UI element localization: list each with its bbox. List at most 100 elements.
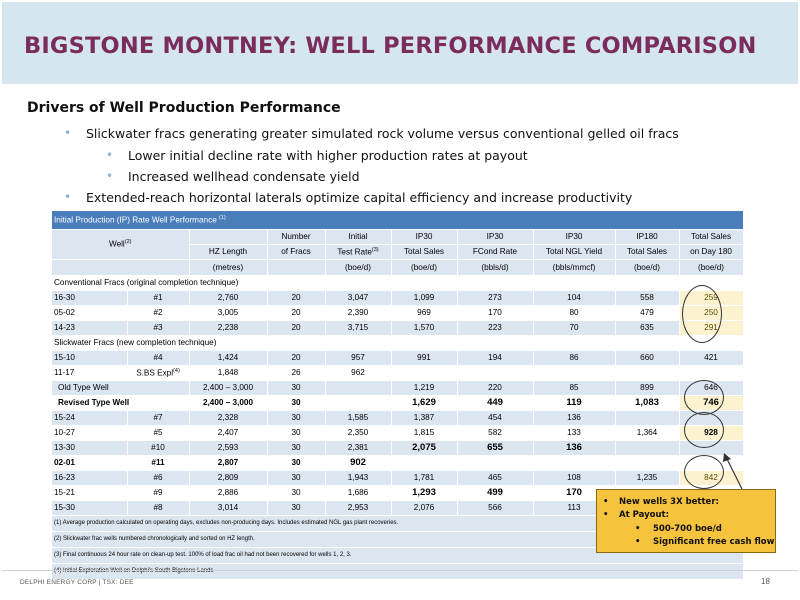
- table-cell: 1,781: [391, 470, 458, 486]
- table-caption-row: Initial Production (IP) Rate Well Perfor…: [52, 211, 744, 230]
- header-cell: (boe/d): [679, 259, 744, 276]
- table-cell: 2,400 – 3,000: [189, 395, 268, 411]
- bullet-dot-icon: •: [106, 169, 114, 183]
- title-band: BIGSTONE MONTNEY: WELL PERFORMANCE COMPA…: [2, 2, 798, 84]
- bullet-1: • Slickwater fracs generating greater sim…: [64, 126, 679, 141]
- table-cell: 30: [267, 440, 326, 456]
- table-cell: 1,293: [391, 485, 458, 501]
- table-cell: 3,715: [325, 320, 392, 336]
- table-cell: 14-23: [52, 320, 128, 336]
- table-cell: 194: [457, 350, 534, 366]
- header-cell: Number: [267, 229, 326, 245]
- header-cell: (bbls/d): [457, 259, 534, 276]
- table-cell: #8: [127, 500, 190, 516]
- table-cell: 13-30: [52, 440, 128, 456]
- table-cell: 30: [267, 380, 326, 396]
- footnote-marker: (2): [124, 239, 132, 246]
- header-cell: of Fracs: [267, 244, 326, 260]
- table-cell: 2,350: [325, 425, 392, 441]
- page-number: 18: [761, 577, 770, 586]
- bullet-text: Slickwater fracs generating greater simu…: [86, 126, 679, 141]
- table-header-row: HZ Length of Fracs Test Rate(3) Total Sa…: [52, 244, 744, 260]
- table-cell: 1,364: [615, 425, 680, 441]
- table-cell: 660: [615, 350, 680, 366]
- table-cell: 136: [533, 440, 616, 456]
- table-cell: 15-30: [52, 500, 128, 516]
- footnote: (3) Final continuous 24 hour rate on cle…: [52, 547, 744, 564]
- table-row: Revised Type Well 2,400 – 3,000 30 1,629 449…: [52, 395, 744, 411]
- table-cell: [325, 395, 392, 411]
- table-cell: 499: [457, 485, 534, 501]
- table-row: 15-10 #4 1,424 20 957 991 194 86 660 421: [52, 350, 744, 366]
- footnote: (2) Slickwater frac wells numbered chron…: [52, 531, 744, 548]
- highlight-circle: [684, 412, 724, 448]
- table-cell: 85: [533, 380, 616, 396]
- table-row: 14-23 #3 2,238 20 3,715 1,570 223 70 635 291: [52, 320, 744, 336]
- table-cell: 1,099: [391, 290, 458, 306]
- footnote-row: (3) Final continuous 24 hour rate on cle…: [52, 547, 744, 564]
- table-cell: [457, 455, 534, 471]
- table-cell: [615, 365, 680, 381]
- table-cell: #1: [127, 290, 190, 306]
- table-cell: Old Type Well: [52, 380, 190, 396]
- header-cell: IP30: [391, 229, 458, 245]
- table-cell: 421: [679, 350, 744, 366]
- header-cell: on Day 180: [679, 244, 744, 260]
- bullet-dot-icon: •: [603, 497, 609, 507]
- footnote-marker: (1): [219, 214, 226, 221]
- table-cell: 136: [533, 410, 616, 426]
- bullet-dot-icon: •: [635, 537, 641, 547]
- bullet-4: • Extended-reach horizontal laterals opti…: [64, 190, 632, 205]
- table-cell: 273: [457, 290, 534, 306]
- section-label: Slickwater Fracs (new completion techniq…: [52, 335, 744, 351]
- table-cell: 2,400 – 3,000: [189, 380, 268, 396]
- header-cell: IP30: [457, 229, 534, 245]
- table-cell: 1,387: [391, 410, 458, 426]
- table-cell: 2,075: [391, 440, 458, 456]
- table-cell: 465: [457, 470, 534, 486]
- table-cell: 15-10: [52, 350, 128, 366]
- table-cell: 16-23: [52, 470, 128, 486]
- table-cell: 15-24: [52, 410, 128, 426]
- bullet-dot-icon: •: [64, 190, 72, 204]
- bullet-3: • Increased wellhead condensate yield: [106, 169, 360, 184]
- table-cell: 1,570: [391, 320, 458, 336]
- table-cell: 170: [457, 305, 534, 321]
- table-cell: #11: [127, 455, 190, 471]
- table-row: 05-02 #2 3,005 20 2,390 969 170 80 479 250: [52, 305, 744, 321]
- header-cell: Total Sales: [391, 244, 458, 260]
- table-cell: [615, 410, 680, 426]
- table-cell: 2,809: [189, 470, 268, 486]
- table-cell: 113: [533, 500, 616, 516]
- table-cell: 20: [267, 305, 326, 321]
- bullet-dot-icon: •: [635, 524, 641, 534]
- table-cell: 26: [267, 365, 326, 381]
- table-cell: 1,815: [391, 425, 458, 441]
- table-cell: 454: [457, 410, 534, 426]
- slide-title: BIGSTONE MONTNEY: WELL PERFORMANCE COMPA…: [24, 33, 757, 59]
- footer-company: DELPHI ENERGY CORP | TSX: DEE: [20, 579, 134, 586]
- table-units-row: (metres) (boe/d) (boe/d) (bbls/d) (bbls/…: [52, 259, 744, 276]
- callout-box: • New wells 3X better: • At Payout: • 50…: [596, 489, 776, 553]
- table-row: 13-30 #10 2,593 30 2,381 2,075 655 136: [52, 440, 744, 456]
- header-cell: (boe/d): [325, 259, 392, 276]
- table-cell: 15-21: [52, 485, 128, 501]
- table-cell: 2,593: [189, 440, 268, 456]
- table-cell: 655: [457, 440, 534, 456]
- header-cell: Total NGL Yield: [533, 244, 616, 260]
- table-cell: 1,219: [391, 380, 458, 396]
- footnote-row: (2) Slickwater frac wells numbered chron…: [52, 531, 744, 548]
- header-cell: [189, 229, 268, 245]
- table-cell: [457, 365, 534, 381]
- bullet-dot-icon: •: [106, 148, 114, 162]
- table-cell: 3,005: [189, 305, 268, 321]
- table-cell: [615, 440, 680, 456]
- table-cell: 16-30: [52, 290, 128, 306]
- table-row: 16-23 #6 2,809 30 1,943 1,781 465 108 1,235 842: [52, 470, 744, 486]
- header-cell: (boe/d): [615, 259, 680, 276]
- table-cell: 133: [533, 425, 616, 441]
- table-caption: Initial Production (IP) Rate Well Perfor…: [52, 211, 744, 230]
- table-cell: 1,943: [325, 470, 392, 486]
- table-cell: 30: [267, 425, 326, 441]
- table-cell: #7: [127, 410, 190, 426]
